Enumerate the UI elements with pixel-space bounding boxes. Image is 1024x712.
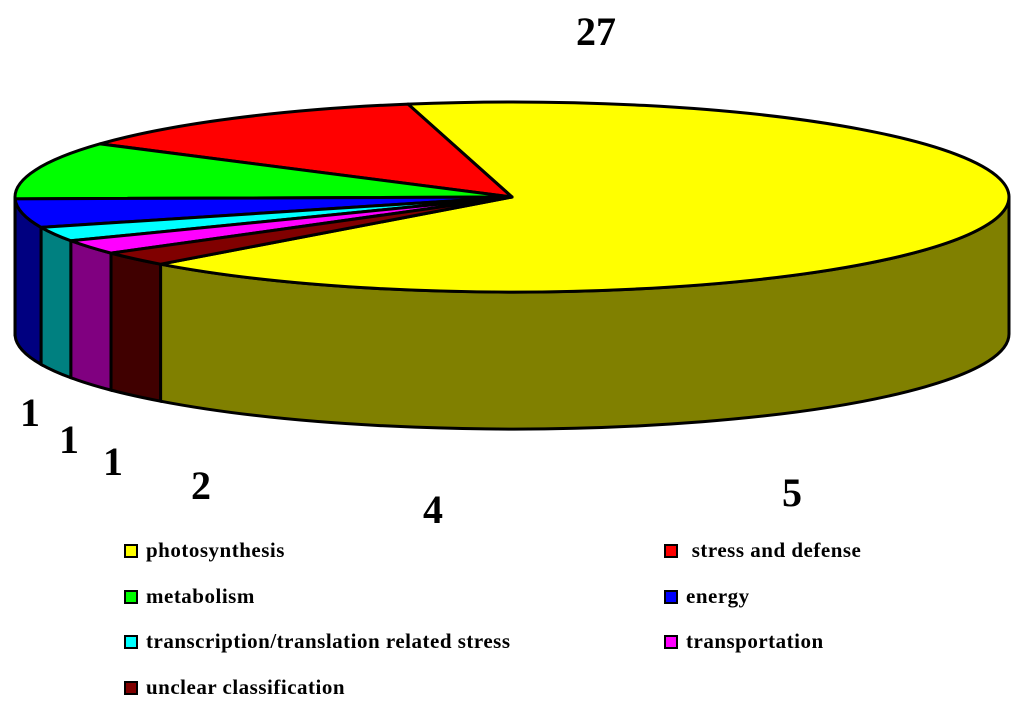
pie-side-4 (39, 224, 73, 380)
pie-slice-1 (98, 102, 514, 199)
pie-slice-0 (159, 100, 1011, 294)
pie-side-5 (69, 238, 113, 393)
pie-slice-2 (13, 142, 514, 201)
data-label-5: 1 (59, 417, 79, 462)
pie-side-6 (109, 251, 163, 403)
data-label-1: 5 (782, 470, 802, 515)
pie-sides (13, 196, 1011, 431)
data-label-0: 27 (576, 9, 616, 54)
data-label-2: 4 (423, 487, 443, 532)
pie-tops (13, 100, 1011, 294)
data-label-6: 1 (20, 390, 40, 435)
data-label-3: 2 (191, 463, 211, 508)
data-label-4: 1 (103, 439, 123, 484)
pie-slice-6 (109, 195, 514, 266)
